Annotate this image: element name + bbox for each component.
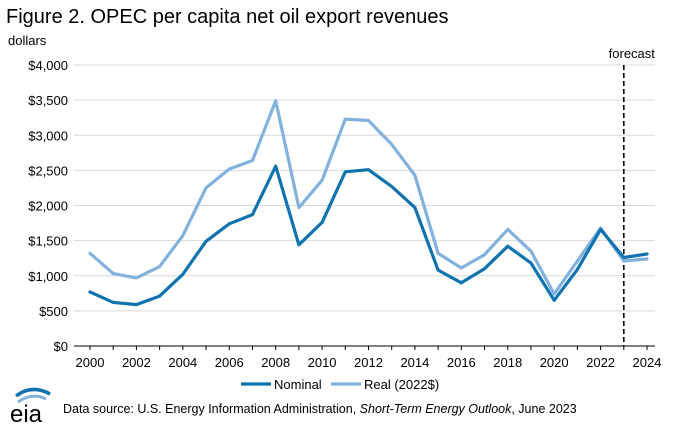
data-point	[88, 290, 92, 294]
data-point	[320, 220, 324, 224]
data-point	[390, 142, 394, 146]
data-point	[158, 265, 162, 269]
y-tick-label: $3,500	[28, 93, 68, 108]
x-tick-label: 2006	[215, 355, 244, 370]
data-point	[181, 272, 185, 276]
data-point	[413, 206, 417, 210]
data-point	[483, 253, 486, 257]
forecast-label: forecast	[609, 46, 656, 61]
x-tick-label: 2002	[122, 355, 151, 370]
data-point	[506, 244, 510, 248]
data-point	[529, 249, 533, 253]
data-point	[413, 173, 417, 177]
data-point	[390, 185, 394, 188]
data-point	[552, 292, 556, 296]
data-point	[367, 168, 370, 172]
y-tick-label: $2,500	[28, 163, 68, 178]
source-suffix: , June 2023	[511, 402, 577, 416]
series-lines	[88, 99, 649, 307]
data-point	[274, 164, 278, 168]
data-point	[343, 117, 347, 121]
data-point	[459, 281, 463, 285]
data-point	[181, 234, 185, 238]
data-point	[575, 268, 579, 271]
data-point	[204, 239, 208, 243]
data-source-note: Data source: U.S. Energy Information Adm…	[63, 402, 577, 416]
data-point	[599, 227, 602, 231]
y-tick-label: $500	[39, 304, 68, 319]
source-prefix: Data source: U.S. Energy Information Adm…	[63, 402, 360, 416]
data-point	[227, 167, 231, 171]
x-tick-label: 2022	[586, 355, 615, 370]
x-axis-ticks: 2000 2002 2004 2006 2008 2010 2012 2014 2016 2018…	[76, 346, 662, 370]
x-tick-label: 2018	[493, 355, 522, 370]
y-axis-unit-label: dollars	[8, 33, 47, 48]
x-tick-label: 2000	[76, 355, 105, 370]
data-point	[274, 99, 278, 103]
x-tick-label: 2014	[400, 355, 429, 370]
data-point	[227, 222, 231, 226]
data-point	[367, 119, 370, 122]
source-publication: Short-Term Energy Outlook	[359, 402, 512, 416]
data-point	[459, 266, 463, 270]
series-line	[88, 99, 649, 296]
data-point	[645, 252, 649, 256]
data-point	[297, 243, 301, 247]
data-point	[575, 259, 579, 263]
gridlines	[74, 64, 655, 312]
data-point	[204, 186, 208, 190]
data-point	[297, 206, 301, 210]
series-line	[88, 164, 649, 307]
y-tick-label: $1,500	[28, 234, 68, 249]
data-point	[111, 272, 115, 276]
x-tick-label: 2010	[308, 355, 337, 370]
data-point	[135, 303, 138, 306]
data-point	[622, 256, 626, 259]
x-tick-label: 2016	[447, 355, 476, 370]
legend: Nominal Real (2022$)	[241, 377, 439, 392]
y-tick-label: $0	[54, 339, 68, 354]
y-tick-label: $4,000	[28, 58, 68, 73]
x-tick-label: 2008	[261, 355, 290, 370]
y-tick-label: $1,000	[28, 269, 68, 284]
data-point	[529, 261, 533, 265]
logo-text: eia	[10, 401, 43, 426]
data-point	[320, 178, 324, 182]
data-point	[251, 159, 254, 162]
data-point	[158, 294, 162, 298]
data-point	[135, 276, 138, 280]
x-tick-label: 2020	[540, 355, 569, 370]
data-point	[436, 268, 440, 272]
data-point	[251, 213, 254, 217]
data-point	[436, 251, 440, 255]
data-point	[88, 251, 92, 255]
data-point	[645, 257, 649, 261]
data-point	[343, 170, 347, 174]
legend-label: Nominal	[274, 377, 322, 392]
y-axis-ticks: $0 $500 $1,000 $1,500 $2,000 $2,500 $3,000 $3,5…	[28, 58, 68, 354]
x-tick-label: 2012	[354, 355, 383, 370]
x-tick-label: 2004	[168, 355, 197, 370]
data-point	[622, 259, 626, 263]
x-tick-label: 2024	[633, 355, 662, 370]
chart-title: Figure 2. OPEC per capita net oil export…	[6, 6, 449, 28]
data-point	[483, 267, 486, 271]
y-tick-label: $2,000	[28, 199, 68, 214]
eia-logo: eia	[10, 387, 51, 426]
legend-label: Real (2022$)	[364, 377, 439, 392]
data-point	[552, 298, 556, 302]
y-tick-label: $3,000	[28, 128, 68, 143]
data-point	[111, 301, 115, 304]
data-point	[506, 227, 510, 231]
